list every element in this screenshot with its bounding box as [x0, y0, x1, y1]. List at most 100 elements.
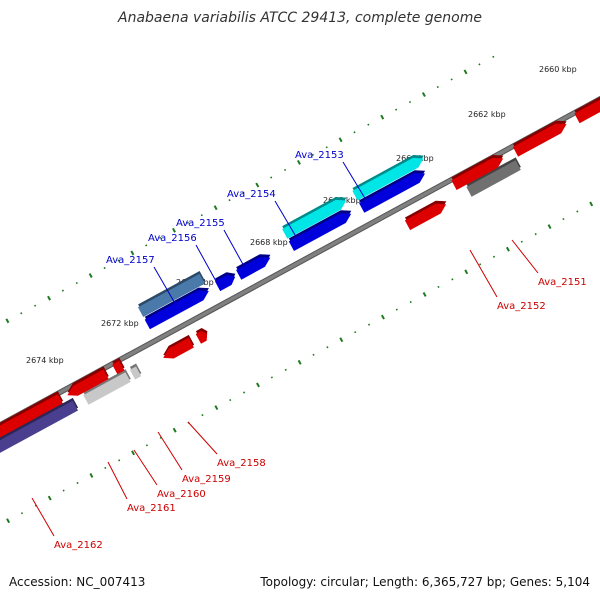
gene-label-leader	[511, 239, 539, 274]
gene-ava-2160b[interactable]	[129, 363, 142, 380]
scale-tick	[589, 201, 594, 207]
gene-body	[163, 337, 194, 359]
scale-tick	[270, 376, 273, 379]
scale-tick	[47, 495, 52, 501]
scale-tick	[421, 92, 426, 98]
gene-label: Ava_2159	[182, 474, 231, 485]
gene-ava-2160[interactable]	[83, 369, 131, 405]
scale-tick	[311, 153, 314, 156]
scale-tick	[131, 450, 136, 456]
gene-ava-2153b[interactable]	[359, 170, 426, 213]
gene-ava-2159[interactable]	[163, 334, 195, 359]
gene-body	[0, 400, 78, 453]
gene-label: Ava_2153	[295, 150, 344, 161]
scale-tick	[505, 246, 510, 252]
gene-ava-2152c[interactable]	[404, 200, 447, 231]
gene-features	[0, 82, 600, 465]
gene-body	[0, 394, 63, 439]
gene-ava-2152b[interactable]	[512, 120, 567, 157]
gene-label-leader	[342, 161, 367, 201]
gene-body	[352, 157, 424, 201]
scale-tick	[228, 199, 231, 202]
scale-tick	[255, 182, 260, 188]
gene-body	[67, 369, 109, 396]
gene-ava-2162[interactable]	[0, 391, 64, 453]
scale-tick	[243, 391, 246, 394]
scale-tick	[409, 300, 412, 304]
gene-body	[215, 275, 236, 292]
scale-tick	[6, 518, 11, 524]
scale-tick	[130, 250, 135, 256]
gene-body	[138, 273, 205, 317]
scale-tick	[61, 289, 65, 292]
scale-tick	[103, 266, 106, 270]
scale-tick	[437, 285, 440, 289]
scale-tick	[229, 398, 232, 402]
map-title: Anabaena variabilis ATCC 29413, complete…	[118, 10, 482, 26]
scale-tick	[172, 227, 176, 233]
gene-label: Ava_2151	[538, 277, 587, 288]
scale-tick	[270, 176, 273, 179]
scale-tick	[354, 331, 357, 334]
scale-tick	[367, 323, 371, 326]
scale-tick	[367, 123, 370, 126]
gene-body	[195, 330, 208, 344]
scale-tick	[436, 85, 439, 89]
gene-label: Ava_2156	[148, 233, 197, 244]
gene-body	[404, 203, 447, 231]
scale-tick	[450, 78, 453, 81]
gene-ava-2157[interactable]	[138, 271, 205, 317]
scale-tick	[242, 191, 245, 194]
gene-body	[282, 199, 347, 239]
gene-ava-2151[interactable]	[466, 157, 521, 197]
scale-tick	[297, 359, 302, 365]
scale-tick	[562, 217, 565, 221]
scale-tick	[422, 292, 427, 297]
gene-body	[359, 173, 425, 213]
scale-tick	[200, 214, 203, 217]
scale-tick	[159, 436, 162, 439]
gene-ava-2161[interactable]	[67, 366, 109, 396]
gene-ava-2156[interactable]	[215, 272, 236, 292]
scale-tick	[326, 346, 329, 349]
scale-label: 2662 kbp	[468, 110, 506, 119]
gene-ava-2154[interactable]	[282, 197, 347, 239]
scale-tick	[104, 466, 107, 469]
gene-body	[236, 257, 271, 280]
gene-ava-2162b[interactable]	[0, 397, 79, 465]
gene-body	[112, 360, 125, 375]
gene-ava-2152d[interactable]	[574, 82, 600, 124]
scale-tick	[5, 318, 10, 324]
scale-tick	[492, 55, 495, 58]
gene-body	[83, 372, 131, 405]
scale-tick	[520, 240, 523, 243]
scale-tick	[145, 444, 149, 447]
gene-ava-2152[interactable]	[451, 155, 504, 190]
scale-tick	[464, 269, 469, 275]
scale-tick	[172, 427, 177, 433]
scale-tick	[47, 295, 51, 301]
gene-ava-2158[interactable]	[195, 328, 208, 344]
gene-ava-2161b[interactable]	[112, 357, 125, 375]
gene-body	[466, 160, 521, 197]
gene-body	[129, 366, 142, 380]
gene-label-leader	[187, 421, 218, 455]
scale-tick	[451, 278, 454, 281]
scale-tick	[34, 304, 37, 307]
gene-ava-2157b[interactable]	[144, 287, 209, 330]
scale-tick	[201, 414, 204, 417]
scale-tick	[408, 101, 412, 104]
scale-tick	[338, 137, 343, 143]
scale-tick	[88, 273, 93, 279]
gene-labels: Ava_2153 Ava_2154 Ava_2155 Ava_2156 Ava_2157…	[31, 150, 587, 551]
scale-tick	[339, 337, 344, 343]
gene-ava-2153[interactable]	[352, 155, 424, 201]
scale-tick	[118, 459, 121, 462]
gene-ava-2155[interactable]	[236, 254, 271, 280]
gene-label-leader	[157, 431, 183, 471]
gene-label-leader	[107, 461, 128, 500]
gene-ava-2154b[interactable]	[288, 210, 352, 251]
scale-tick	[159, 236, 162, 239]
gene-body	[451, 157, 504, 190]
